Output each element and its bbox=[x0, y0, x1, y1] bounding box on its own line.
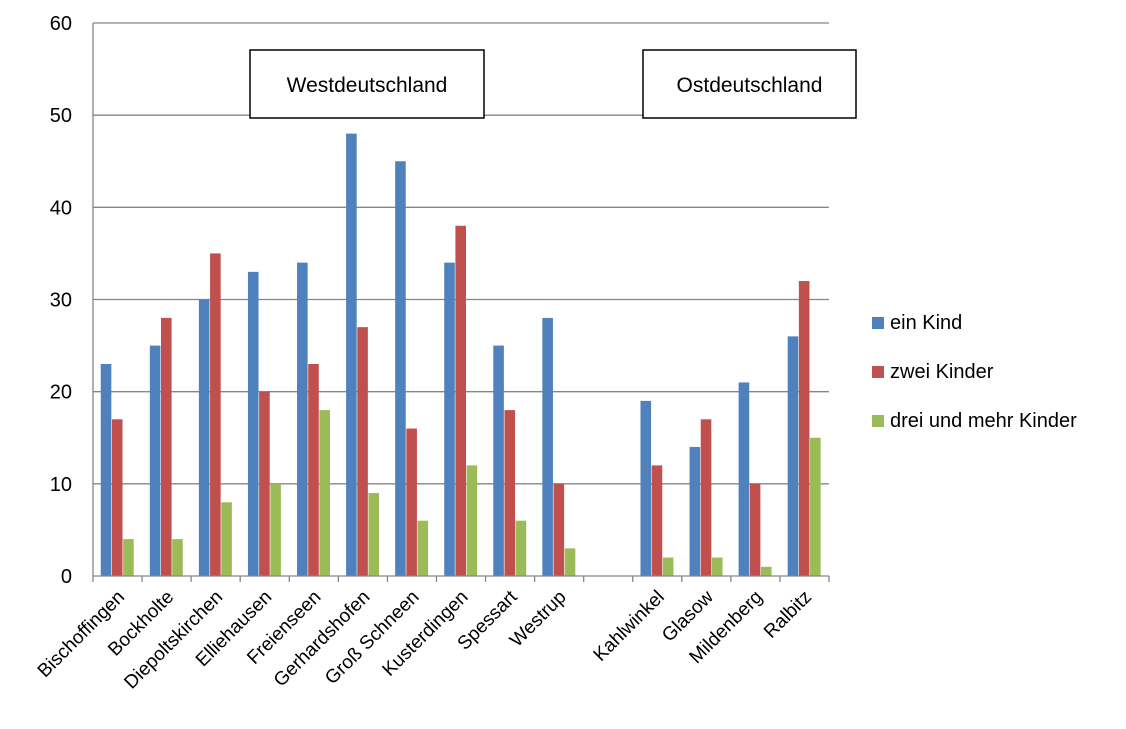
bar bbox=[161, 317, 172, 576]
bar bbox=[406, 428, 417, 576]
bar bbox=[210, 253, 221, 576]
y-tick-label: 0 bbox=[61, 566, 72, 588]
y-tick-label: 30 bbox=[50, 290, 72, 312]
bar bbox=[308, 364, 319, 576]
bar bbox=[319, 410, 330, 576]
legend: ein Kind zwei Kinder drei und mehr Kinder bbox=[872, 312, 1077, 432]
annotation-label-east: Ostdeutschland bbox=[677, 74, 823, 97]
bar bbox=[395, 161, 406, 576]
y-tick-label: 40 bbox=[50, 197, 72, 219]
legend-label: ein Kind bbox=[890, 312, 962, 334]
bar bbox=[100, 364, 112, 576]
bar bbox=[810, 437, 821, 576]
bar bbox=[247, 271, 259, 576]
bar bbox=[749, 483, 761, 576]
bar bbox=[198, 299, 210, 576]
bar bbox=[711, 557, 723, 576]
legend-swatch bbox=[872, 415, 884, 427]
bars bbox=[100, 133, 821, 576]
bar bbox=[357, 327, 368, 576]
legend-swatch bbox=[872, 317, 884, 329]
legend-swatch bbox=[872, 366, 884, 378]
bar bbox=[564, 548, 576, 576]
annotation-box-east bbox=[642, 49, 857, 119]
annotation-ostdeutschland: Ostdeutschland bbox=[642, 49, 857, 119]
bar bbox=[504, 410, 516, 576]
bar bbox=[662, 557, 674, 576]
bar bbox=[651, 465, 663, 576]
bar bbox=[798, 281, 810, 576]
bar bbox=[542, 317, 553, 576]
bar bbox=[700, 419, 712, 576]
bar bbox=[270, 483, 281, 576]
bar bbox=[297, 262, 308, 576]
bar bbox=[259, 391, 270, 576]
y-axis-tick-labels: 0 10 20 30 40 50 60 bbox=[50, 13, 72, 588]
y-tick-label: 20 bbox=[50, 382, 72, 404]
bar bbox=[417, 520, 429, 576]
y-tick-label: 60 bbox=[50, 13, 72, 35]
bar bbox=[444, 262, 455, 576]
y-tick-label: 50 bbox=[50, 105, 72, 127]
bar bbox=[689, 446, 701, 576]
bar bbox=[368, 493, 380, 576]
x-category-label: Ralbitz bbox=[760, 587, 816, 643]
axes bbox=[92, 23, 830, 582]
bar bbox=[466, 465, 478, 576]
bar bbox=[221, 502, 232, 576]
annotation-westdeutschland: Westdeutschland bbox=[249, 49, 485, 119]
bar bbox=[553, 483, 565, 576]
annotation-label-west: Westdeutschland bbox=[287, 74, 448, 97]
bar bbox=[123, 539, 134, 576]
legend-label: zwei Kinder bbox=[890, 361, 994, 383]
x-category-label: Kahlwinkel bbox=[590, 587, 669, 666]
bar bbox=[455, 225, 466, 576]
annotation-box-west bbox=[249, 49, 485, 119]
bar bbox=[172, 539, 183, 576]
bar bbox=[493, 345, 504, 576]
legend-label: drei und mehr Kinder bbox=[890, 410, 1077, 432]
bar bbox=[149, 345, 161, 576]
x-axis-category-labels: BischoffingenBockholteDiepoltskirchenEll… bbox=[34, 586, 816, 693]
bar bbox=[787, 336, 799, 576]
y-tick-label: 10 bbox=[50, 474, 72, 496]
bar bbox=[640, 400, 652, 576]
bar bbox=[515, 520, 527, 576]
bar bbox=[760, 566, 772, 576]
bar bbox=[738, 382, 750, 576]
bar bbox=[111, 419, 123, 576]
bar bbox=[346, 133, 357, 576]
